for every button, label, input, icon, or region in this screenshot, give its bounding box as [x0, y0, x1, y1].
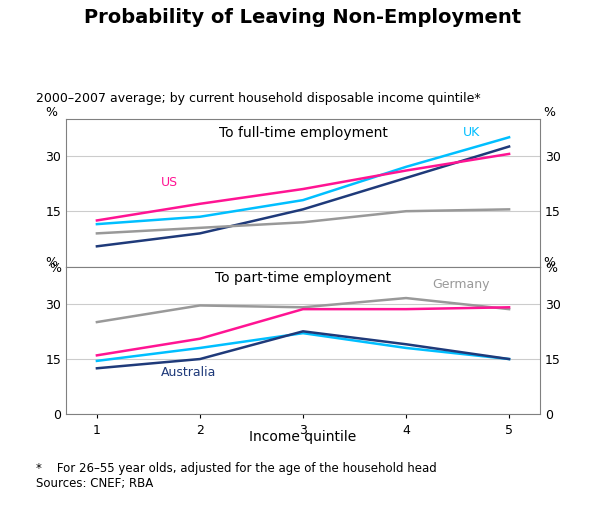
- Text: To part-time employment: To part-time employment: [215, 271, 391, 285]
- Text: UK: UK: [463, 126, 480, 139]
- Text: %: %: [45, 106, 57, 119]
- Text: US: US: [161, 176, 178, 189]
- Text: Germany: Germany: [432, 278, 490, 290]
- Text: Income quintile: Income quintile: [250, 430, 356, 445]
- Text: Australia: Australia: [161, 366, 216, 379]
- Text: Probability of Leaving Non-Employment: Probability of Leaving Non-Employment: [85, 8, 521, 27]
- Text: %: %: [45, 256, 57, 269]
- Text: %: %: [543, 256, 555, 269]
- Text: To full-time employment: To full-time employment: [218, 126, 388, 140]
- Text: 2000–2007 average; by current household disposable income quintile*: 2000–2007 average; by current household …: [36, 92, 481, 106]
- Text: %: %: [543, 106, 555, 119]
- Text: *    For 26–55 year olds, adjusted for the age of the household head
Sources: CN: * For 26–55 year olds, adjusted for the …: [36, 462, 437, 490]
